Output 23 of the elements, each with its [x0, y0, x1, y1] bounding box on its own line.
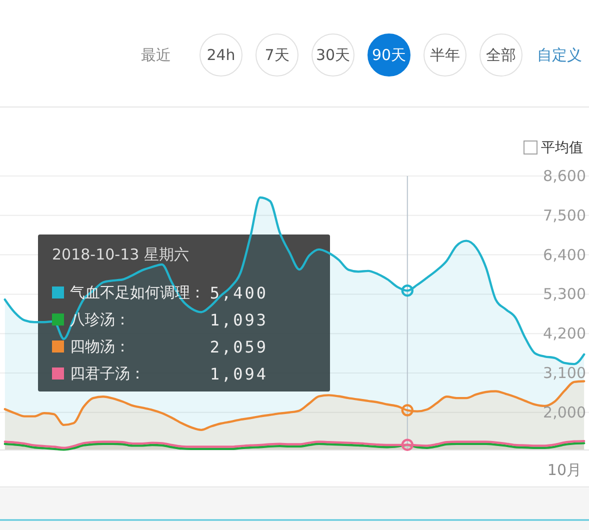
text: 平均值: [541, 140, 583, 156]
range-button: 半年: [424, 34, 466, 76]
y-tick-label: 3,100: [543, 364, 586, 382]
y-tick-label: 8,600: [543, 167, 586, 185]
annotation: 2018-10-13 星期六: [52, 246, 189, 264]
range-button: 7天: [256, 34, 298, 76]
annotation: 1,094: [210, 364, 268, 383]
y-tick-label: 2,000: [543, 403, 586, 422]
x-tick-label: 10月: [547, 461, 582, 479]
legend-label: 四物汤：: [70, 338, 130, 356]
text: 最近: [141, 46, 171, 64]
y-tick-label: 6,400: [543, 246, 586, 264]
y-tick-label: 4,200: [543, 324, 586, 343]
range-button: 90天: [368, 34, 410, 76]
range-button: 全部: [480, 34, 522, 76]
y-tick-label: 7,500: [543, 206, 586, 224]
range-button: 24h: [200, 34, 242, 76]
y-tick-label: 5,300: [543, 285, 586, 304]
text: 自定义: [537, 46, 582, 64]
range-button: 30天: [312, 34, 354, 76]
annotation: 1,093: [210, 310, 268, 329]
annotation: 2,059: [210, 337, 268, 356]
legend-label: 四君子汤：: [70, 364, 145, 382]
